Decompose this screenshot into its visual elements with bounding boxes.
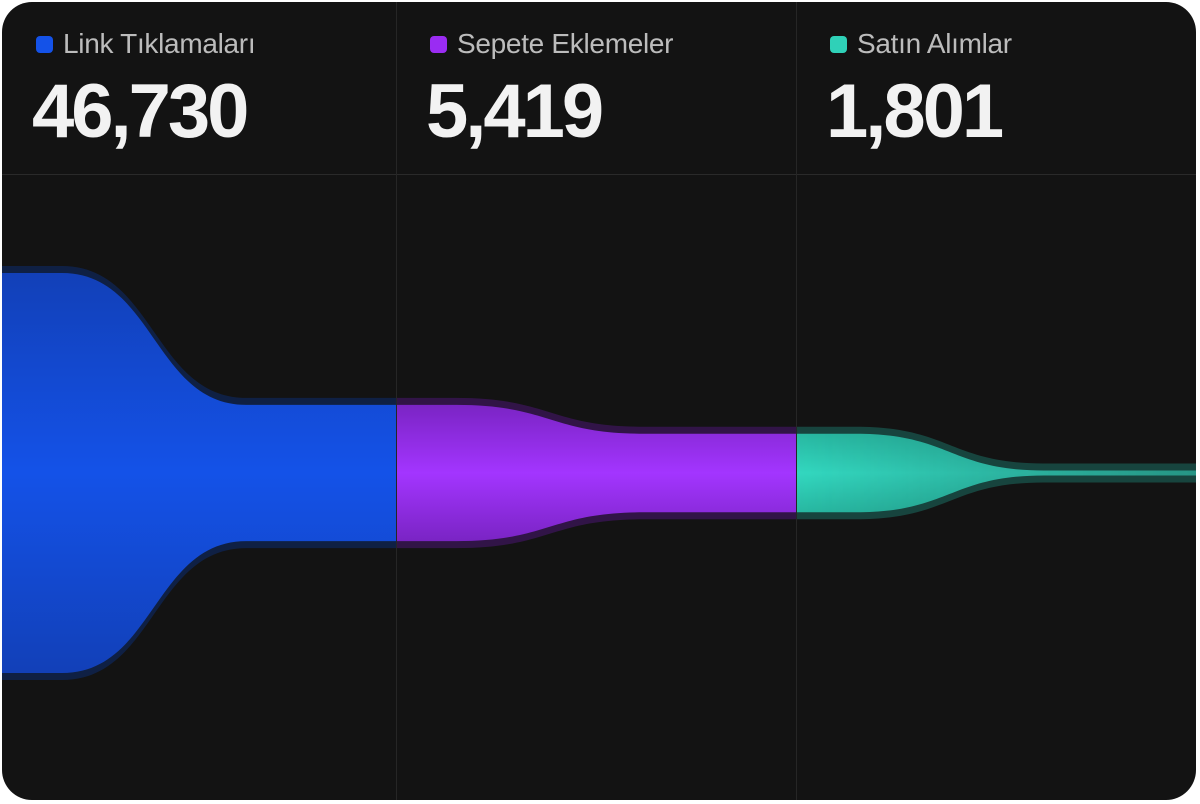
funnel-band-3 (796, 433, 1196, 513)
stage-purchases: Satın Alımlar 1,801 (796, 2, 1196, 174)
column-divider (796, 2, 797, 800)
stage-value: 5,419 (426, 69, 604, 154)
legend-swatch-blue (36, 35, 53, 53)
stage-label: Sepete Eklemeler (457, 28, 674, 59)
stage-header: Sepete Eklemeler (430, 28, 674, 60)
funnel-band-1 (2, 273, 396, 673)
stage-add-to-cart: Sepete Eklemeler 5,419 (396, 2, 796, 174)
funnel-band-2 (396, 404, 796, 542)
header-divider (2, 174, 1196, 175)
column-divider (396, 2, 397, 800)
stage-label: Satın Alımlar (857, 28, 1012, 59)
stage-label: Link Tıklamaları (63, 28, 256, 59)
stage-value: 46,730 (32, 69, 249, 154)
stage-value: 1,801 (826, 69, 1004, 154)
stage-header: Satın Alımlar (830, 28, 1012, 60)
legend-swatch-purple (430, 35, 447, 53)
stage-link-clicks: Link Tıklamaları 46,730 (2, 2, 396, 174)
stage-header: Link Tıklamaları (36, 28, 256, 60)
legend-swatch-teal (830, 35, 847, 53)
